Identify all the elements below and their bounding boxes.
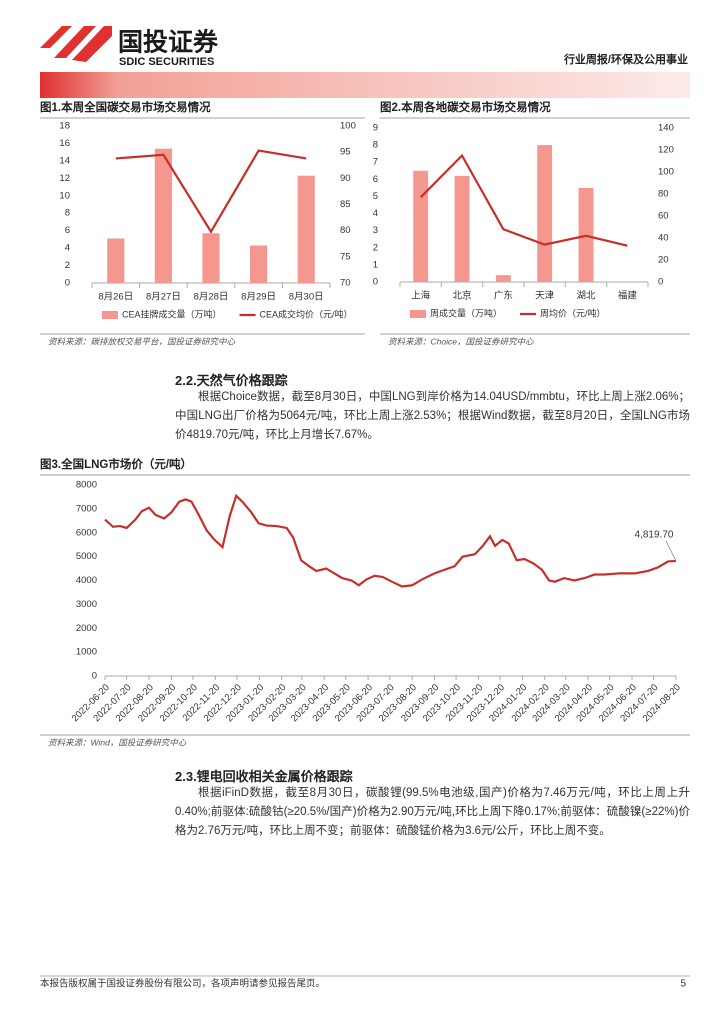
y-tick-label: 16 [59,138,70,149]
figure-title: 图3.全国LNG市场价（元/吨） [40,457,192,471]
report-category: 行业周报/环保及公用事业 [563,52,688,66]
y-tick-label: 2 [65,260,70,271]
y-tick-label: 4 [373,208,378,219]
y-tick-label: 7 [373,157,378,168]
y-tick-label: 0 [92,671,97,682]
y-tick-label: 8 [65,208,70,219]
y-tick-label: 4 [65,243,70,254]
y2-tick-label: 60 [658,211,669,222]
x-tick-label: 8月26日 [98,292,133,303]
x-tick-label: 8月28日 [194,292,229,303]
bar [454,175,470,282]
y-tick-label: 5000 [76,551,97,562]
y-tick-label: 8 [373,140,378,151]
logo-cn: 国投证券 [118,28,219,57]
y2-tick-label: 90 [340,173,351,184]
y2-tick-label: 120 [658,145,674,156]
section-heading: 2.2.天然气价格跟踪 [175,373,288,388]
x-tick-label: 8月27日 [146,292,181,303]
legend-label: 周成交量（万吨） [430,307,502,318]
bar [202,233,220,283]
x-tick-label: 湖北 [576,291,596,302]
legend-swatch [102,311,118,319]
section-heading: 2.3.锂电回收相关金属价格跟踪 [175,769,353,784]
y-tick-label: 0 [65,278,70,289]
y-tick-label: 0 [373,277,378,288]
bar [413,170,429,282]
logo-en: SDIC SECURITIES [119,56,214,68]
y-tick-label: 1000 [76,647,97,658]
figure-source: 资料来源：Choice，国投证券研究中心 [388,336,534,346]
y-tick-label: 2000 [76,623,97,634]
figure-source: 资料来源：Wind，国投证券研究中心 [48,737,187,747]
y2-tick-label: 100 [340,121,356,132]
y-tick-label: 8000 [76,480,97,491]
y2-tick-label: 80 [340,225,351,236]
bar [297,175,315,283]
y-tick-label: 2 [373,242,378,253]
y-tick-label: 12 [59,173,70,184]
figure-title: 图2.本周各地碳交易市场交易情况 [380,100,551,114]
section-text: 根据Choice数据，截至8月30日，中国LNG到岸价格为14.04USD/mm… [175,391,690,441]
x-tick-label: 上海 [411,290,431,302]
bar [495,275,511,282]
y2-tick-label: 0 [658,277,663,288]
x-tick-label: 广东 [494,290,513,302]
y-tick-label: 10 [59,190,70,201]
section-text: 根据iFinD数据，截至8月30日，碳酸锂(99.5%电池级,国产)价格为7.4… [175,787,690,837]
x-tick-label: 8月30日 [289,292,324,303]
legend-label: CEA成交均价（元/吨） [260,308,353,319]
y-tick-label: 3 [373,225,378,236]
y-tick-label: 9 [373,123,378,134]
y-tick-label: 4000 [76,575,97,586]
y2-tick-label: 70 [340,278,351,289]
page-number: 5 [680,979,686,990]
y2-tick-label: 95 [340,147,351,158]
line-series [104,493,677,588]
y-tick-label: 6000 [76,527,97,538]
legend-label: 周均价（元/吨） [540,307,606,318]
y-tick-label: 6 [65,225,70,236]
annotation-label: 4,819.70 [635,530,674,541]
y2-tick-label: 100 [658,167,674,178]
y2-tick-label: 20 [658,255,669,266]
x-tick-label: 北京 [452,290,471,302]
y2-tick-label: 140 [658,123,674,134]
x-tick-label: 福建 [618,290,638,302]
y-tick-label: 7000 [76,503,97,514]
y-tick-label: 5 [373,191,378,202]
line-series [419,153,628,247]
y-tick-label: 6 [373,174,378,185]
logo-mark [40,26,112,62]
y2-tick-label: 85 [340,199,351,210]
y2-tick-label: 75 [340,251,351,262]
y-tick-label: 18 [59,121,70,132]
bar [107,238,125,283]
y-tick-label: 14 [59,155,70,166]
y-tick-label: 3000 [76,599,97,610]
figure-source: 资料来源：碳排放权交易平台，国投证券研究中心 [48,336,236,346]
bar [250,245,268,283]
y2-tick-label: 40 [658,233,669,244]
legend-label: CEA挂牌成交量（万吨） [122,308,222,319]
footer-text: 本报告版权属于国投证券股份有限公司，各项声明请参见报告尾页。 [40,978,325,990]
y-tick-label: 1 [373,259,378,270]
y2-tick-label: 80 [658,189,669,200]
figure-title: 图1.本周全国碳交易市场交易情况 [40,100,211,114]
legend-swatch [410,310,426,318]
bar [154,148,172,283]
line-series [115,149,307,234]
x-tick-label: 8月29日 [241,292,276,303]
x-tick-label: 天津 [535,291,555,302]
header-band [40,72,690,98]
bar [537,145,553,282]
annotation-leader [665,540,677,562]
